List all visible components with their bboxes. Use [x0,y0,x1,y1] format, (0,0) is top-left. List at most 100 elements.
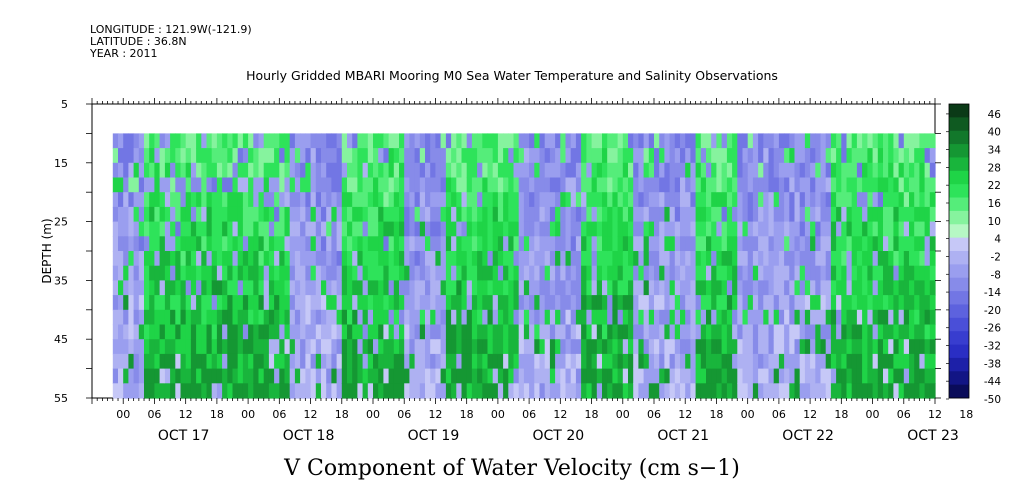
heatmap-cell [575,353,582,370]
heatmap-cell [726,251,733,267]
heatmap-cell [612,368,619,384]
heatmap-cell [622,265,629,281]
heatmap-cell [659,280,665,296]
heatmap-cell [888,177,894,193]
heatmap-cell [201,236,208,252]
heatmap-cell [196,206,202,223]
heatmap-cell [581,339,587,355]
x-hour-label: 12 [304,408,318,421]
heatmap-cell [893,309,900,326]
heatmap-cell [799,148,806,164]
heatmap-cell [336,353,343,370]
colorbar-swatch [949,251,969,265]
heatmap-cell [617,206,624,223]
heatmap-cell [357,383,364,399]
longitude-label: LONGITUDE : 121.9W(-121.9) [90,23,252,36]
heatmap-cell [123,383,129,399]
heatmap-cell [674,221,681,237]
heatmap-cell [815,162,822,179]
heatmap-cell [773,353,780,370]
heatmap-cell [268,162,275,179]
heatmap-cell [638,265,645,281]
heatmap-cell [529,295,535,311]
colorbar-swatch [949,144,969,158]
x-hour-label: 06 [147,408,161,421]
heatmap-cell [659,324,665,340]
heatmap-cell [883,280,889,296]
heatmap-cell [388,162,395,179]
heatmap-cell [274,177,280,193]
heatmap-cell [523,133,530,149]
heatmap-cell [373,265,379,281]
heatmap-cell [128,265,135,281]
heatmap-cell [778,221,785,237]
heatmap-cell [716,206,723,223]
heatmap-cell [523,236,530,252]
heatmap-cell [258,339,265,355]
heatmap-cell [586,324,593,340]
heatmap-cell [294,192,301,208]
heatmap-cell [919,221,926,237]
heatmap-cell [810,324,816,340]
heatmap-cell [726,280,733,296]
heatmap-cell [492,324,499,340]
heatmap-cell [362,368,369,384]
heatmap-cell [253,265,260,281]
heatmap-cell [513,324,520,340]
heatmap-cell [560,324,567,340]
heatmap-cell [544,177,551,193]
heatmap-cell [872,192,879,208]
heatmap-cell [492,353,499,370]
heatmap-cell [305,162,312,179]
heatmap-cell [737,265,744,281]
heatmap-cell [201,309,208,326]
heatmap-cell [294,148,301,164]
heatmap-cell [393,192,400,208]
heatmap-cell [893,280,900,296]
heatmap-cell [378,295,384,311]
heatmap-cell [549,221,556,237]
heatmap-cell [175,383,182,399]
heatmap-cell [294,206,301,223]
heatmap-cell [310,383,317,399]
heatmap-cell [393,162,400,179]
heatmap-cell [633,368,639,384]
heatmap-cell [726,148,733,164]
colorbar-label: -50 [984,394,1001,406]
heatmap-cell [784,251,790,267]
heatmap-cell [451,324,457,340]
heatmap-cell [716,236,723,252]
heatmap-cell [659,133,665,149]
heatmap-cell [321,133,327,149]
heatmap-cell [300,324,306,340]
heatmap-cell [591,353,598,370]
heatmap-cell [560,192,567,208]
heatmap-cell [242,383,249,399]
heatmap-cell [326,162,332,179]
heatmap-cell [222,324,228,340]
x-hour-label: 12 [803,408,817,421]
heatmap-cell [326,295,332,311]
heatmap-cell [274,265,280,281]
heatmap-cell [232,177,239,193]
heatmap-cell [175,368,182,384]
heatmap-cell [440,206,447,223]
heatmap-cell [565,295,572,311]
heatmap-cell [227,280,234,296]
heatmap-cell [206,383,213,399]
heatmap-cell [482,236,489,252]
heatmap-cell [784,148,790,164]
heatmap-cell [643,162,650,179]
heatmap-cell [669,148,676,164]
heatmap-cell [924,368,931,384]
heatmap-cell [836,295,842,311]
heatmap-cell [518,251,525,267]
heatmap-cell [784,265,790,281]
heatmap-cell [815,309,822,326]
heatmap-cell [253,324,260,340]
heatmap-cell [357,177,364,193]
heatmap-cell [664,177,671,193]
heatmap-cell [846,280,853,296]
heatmap-cell [331,265,338,281]
